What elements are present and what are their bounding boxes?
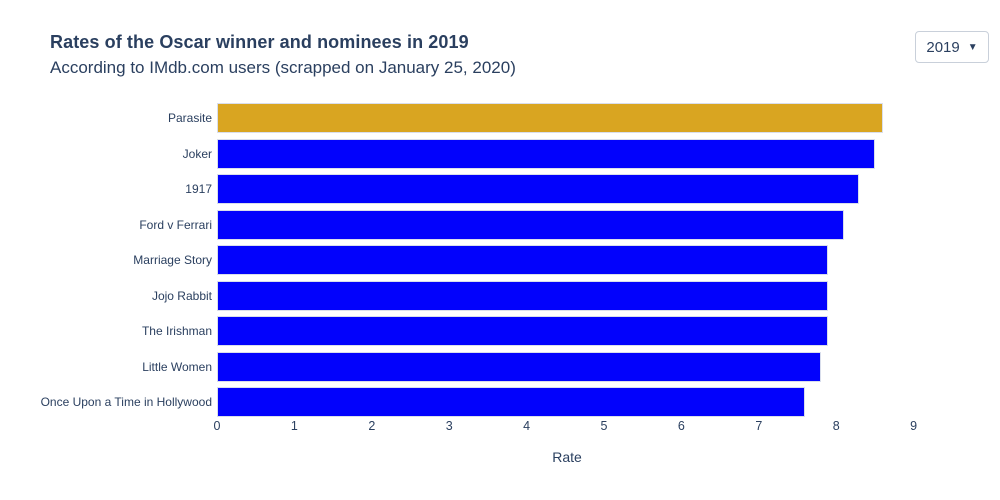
x-axis-tick: 9 bbox=[910, 419, 918, 433]
x-axis-tick: 4 bbox=[523, 419, 531, 433]
chart-subtitle: According to IMdb.com users (scrapped on… bbox=[50, 58, 516, 77]
nominee-bar[interactable] bbox=[217, 138, 875, 169]
nominee-bar[interactable] bbox=[217, 209, 844, 240]
chart-title: Rates of the Oscar winner and nominees i… bbox=[50, 32, 469, 52]
x-axis-tick: 8 bbox=[832, 419, 840, 433]
x-axis-tick: 3 bbox=[445, 419, 453, 433]
nominee-bar[interactable] bbox=[217, 280, 829, 311]
nominee-bar[interactable] bbox=[217, 316, 829, 346]
y-axis-label: Jojo Rabbit bbox=[151, 288, 212, 303]
x-axis-tick: 0 bbox=[213, 419, 221, 433]
x-axis-title: Rate bbox=[552, 449, 582, 465]
nominee-bar[interactable] bbox=[217, 387, 806, 417]
winner-bar[interactable] bbox=[217, 103, 883, 133]
year-dropdown-value: 2019 bbox=[926, 38, 960, 56]
y-axis-label: Parasite bbox=[167, 111, 212, 125]
y-axis-label: The Irishman bbox=[141, 324, 212, 338]
y-axis-label: Once Upon a Time in Hollywood bbox=[40, 395, 212, 409]
y-axis-label: Ford v Ferrari bbox=[139, 217, 212, 232]
y-axis-label: 1917 bbox=[185, 182, 212, 196]
x-axis-tick: 2 bbox=[368, 419, 376, 433]
x-axis-tick: 6 bbox=[677, 419, 685, 433]
y-axis-label: Joker bbox=[182, 146, 212, 161]
nominee-bar[interactable] bbox=[217, 351, 821, 382]
nominee-bar[interactable] bbox=[217, 245, 829, 275]
y-axis-label: Marriage Story bbox=[133, 253, 212, 267]
x-axis-tick: 1 bbox=[290, 419, 298, 433]
nominee-bar[interactable] bbox=[217, 174, 860, 204]
x-axis-tick: 7 bbox=[755, 419, 763, 433]
y-axis-label: Little Women bbox=[142, 359, 212, 374]
chevron-down-icon: ▼ bbox=[967, 41, 978, 53]
year-dropdown[interactable]: 2019 ▼ bbox=[915, 31, 989, 63]
x-axis-tick: 5 bbox=[600, 419, 608, 433]
